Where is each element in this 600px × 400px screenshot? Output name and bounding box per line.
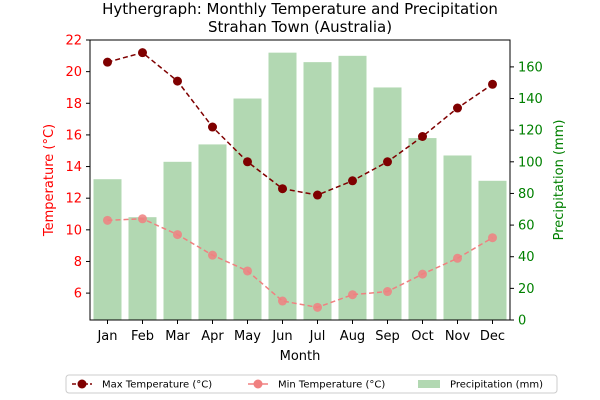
max-temperature-line	[107, 51, 493, 196]
right-y-tick-label: 20	[518, 282, 535, 297]
legend-label: Min Temperature (°C)	[278, 380, 385, 391]
right-y-tick-label: 140	[518, 92, 543, 107]
x-tick-label: Nov	[445, 329, 471, 344]
left-y-tick-label: 18	[65, 97, 82, 112]
right-y-axis: 0 20 40 60 80 100 120 140 160	[510, 60, 543, 329]
min-temperature-point	[173, 230, 182, 240]
right-y-tick-label: 80	[518, 187, 535, 202]
chart-legend: Max Temperature (°C) Min Temperature (°C)…	[65, 374, 558, 394]
left-y-tick-label: 12	[65, 192, 82, 207]
left-y-tick-label: 16	[65, 128, 82, 143]
x-tick-label: Apr	[201, 329, 224, 344]
max-temperature-point	[103, 57, 112, 67]
x-axis: Jan Feb Mar Apr May Jun Jul Aug Sep Oct Nov Dec	[96, 320, 505, 344]
min-temperature-point	[313, 302, 322, 312]
precipitation-bar	[338, 55, 367, 320]
x-tick-label: Aug	[340, 329, 365, 344]
left-y-axis: 6 8 10 12 14 16 18 20 22	[65, 34, 90, 302]
left-y-tick-label: 10	[65, 223, 82, 238]
max-temperature-point	[243, 157, 252, 167]
precipitation-bar	[233, 98, 262, 321]
x-tick-label: Oct	[411, 329, 433, 344]
legend-marker	[77, 379, 87, 389]
right-y-tick-label: 100	[518, 155, 543, 170]
x-tick-label: Feb	[131, 329, 154, 344]
right-y-tick-label: 0	[518, 314, 526, 329]
max-temperature-point	[348, 176, 357, 186]
min-temperature-point	[383, 287, 392, 297]
precipitation-bar	[93, 179, 122, 320]
right-y-tick-label: 60	[518, 219, 535, 234]
x-tick-label: May	[234, 329, 261, 344]
left-y-tick-label: 6	[74, 287, 82, 302]
right-y-tick-label: 160	[518, 60, 543, 75]
left-y-tick-label: 20	[65, 65, 82, 80]
x-tick-label: Sep	[375, 329, 400, 344]
legend-label: Max Temperature (°C)	[102, 380, 212, 391]
temperature-lines	[103, 48, 497, 312]
x-tick-label: Jul	[309, 329, 326, 344]
x-tick-label: Mar	[165, 329, 190, 344]
max-temperature-point	[418, 131, 427, 141]
max-temperature-point	[278, 184, 287, 194]
max-temperature-point	[453, 103, 462, 113]
legend-bar-swatch	[418, 380, 440, 388]
max-temperature-point	[138, 48, 147, 58]
max-temperature-point	[488, 79, 497, 89]
precipitation-bar	[128, 217, 157, 320]
precipitation-bar	[198, 144, 227, 320]
precipitation-bar	[443, 155, 472, 320]
legend-marker	[253, 379, 263, 389]
left-y-tick-label: 14	[65, 160, 82, 175]
left-y-tick-label: 8	[74, 255, 82, 270]
max-temperature-point	[208, 122, 217, 132]
right-y-axis-label: Precipitation (mm)	[552, 120, 567, 241]
legend-box	[65, 374, 558, 394]
min-temperature-point	[208, 250, 217, 260]
chart-title: Hythergraph: Monthly Temperature and Pre…	[102, 0, 498, 18]
precipitation-bars	[93, 52, 507, 321]
min-temperature-point	[138, 214, 147, 224]
right-y-tick-label: 40	[518, 250, 535, 265]
min-temperature-point	[418, 269, 427, 279]
right-y-tick-label: 120	[518, 124, 543, 139]
legend-label: Precipitation (mm)	[450, 380, 543, 391]
precipitation-bar	[163, 161, 192, 320]
x-axis-label: Month	[280, 349, 321, 364]
max-temperature-point	[173, 76, 182, 86]
precipitation-bar	[373, 87, 402, 320]
min-temperature-point	[488, 233, 497, 243]
precipitation-bar	[478, 180, 507, 320]
plot-frame	[89, 39, 511, 321]
min-temperature-point	[278, 296, 287, 306]
left-y-tick-label: 22	[65, 34, 82, 49]
min-temperature-point	[243, 266, 252, 276]
max-temperature-point	[383, 157, 392, 167]
x-tick-label: Jan	[96, 329, 117, 344]
x-tick-label: Dec	[480, 329, 505, 344]
precipitation-bar	[408, 138, 437, 320]
min-temperature-line	[107, 217, 493, 309]
left-y-axis-label: Temperature (°C)	[42, 124, 57, 237]
x-tick-label: Jun	[271, 329, 292, 344]
max-temperature-point	[313, 190, 322, 200]
min-temperature-point	[103, 215, 112, 225]
chart-subtitle: Strahan Town (Australia)	[208, 18, 392, 36]
min-temperature-point	[348, 290, 357, 300]
min-temperature-point	[453, 253, 462, 263]
